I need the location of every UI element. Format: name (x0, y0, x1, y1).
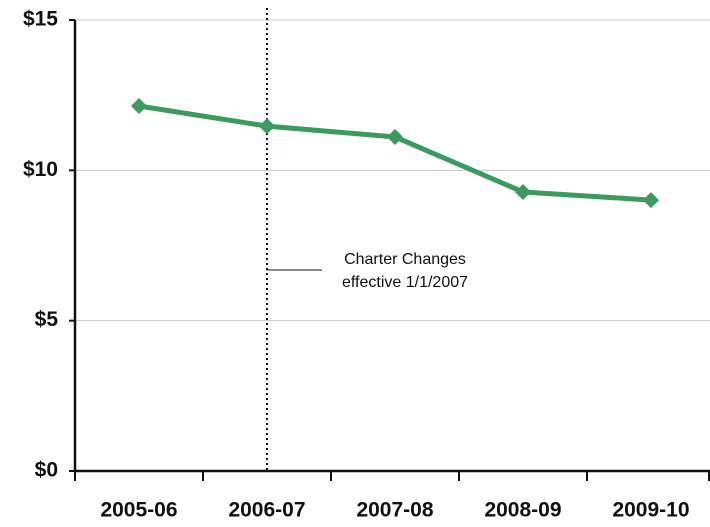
data-point (387, 128, 403, 145)
x-tick-label: 2005-06 (100, 499, 177, 522)
annotation-text: Charter Changes (344, 251, 466, 268)
data-line (138, 103, 652, 203)
data-point (643, 192, 659, 209)
x-tick-label: 2009-10 (612, 499, 689, 522)
data-point (515, 183, 531, 200)
y-tick-label: $5 (35, 308, 59, 331)
data-point (131, 97, 147, 114)
x-tick-label: 2008-09 (484, 499, 561, 522)
y-tick-label: $10 (23, 158, 58, 181)
y-tick-label: $15 (23, 8, 58, 31)
x-tick-label: 2007-08 (356, 499, 433, 522)
data-point (259, 118, 275, 135)
y-tick-label: $0 (35, 459, 58, 482)
x-tick-label: 2006-07 (228, 499, 305, 522)
annotation-text: effective 1/1/2007 (342, 274, 468, 291)
